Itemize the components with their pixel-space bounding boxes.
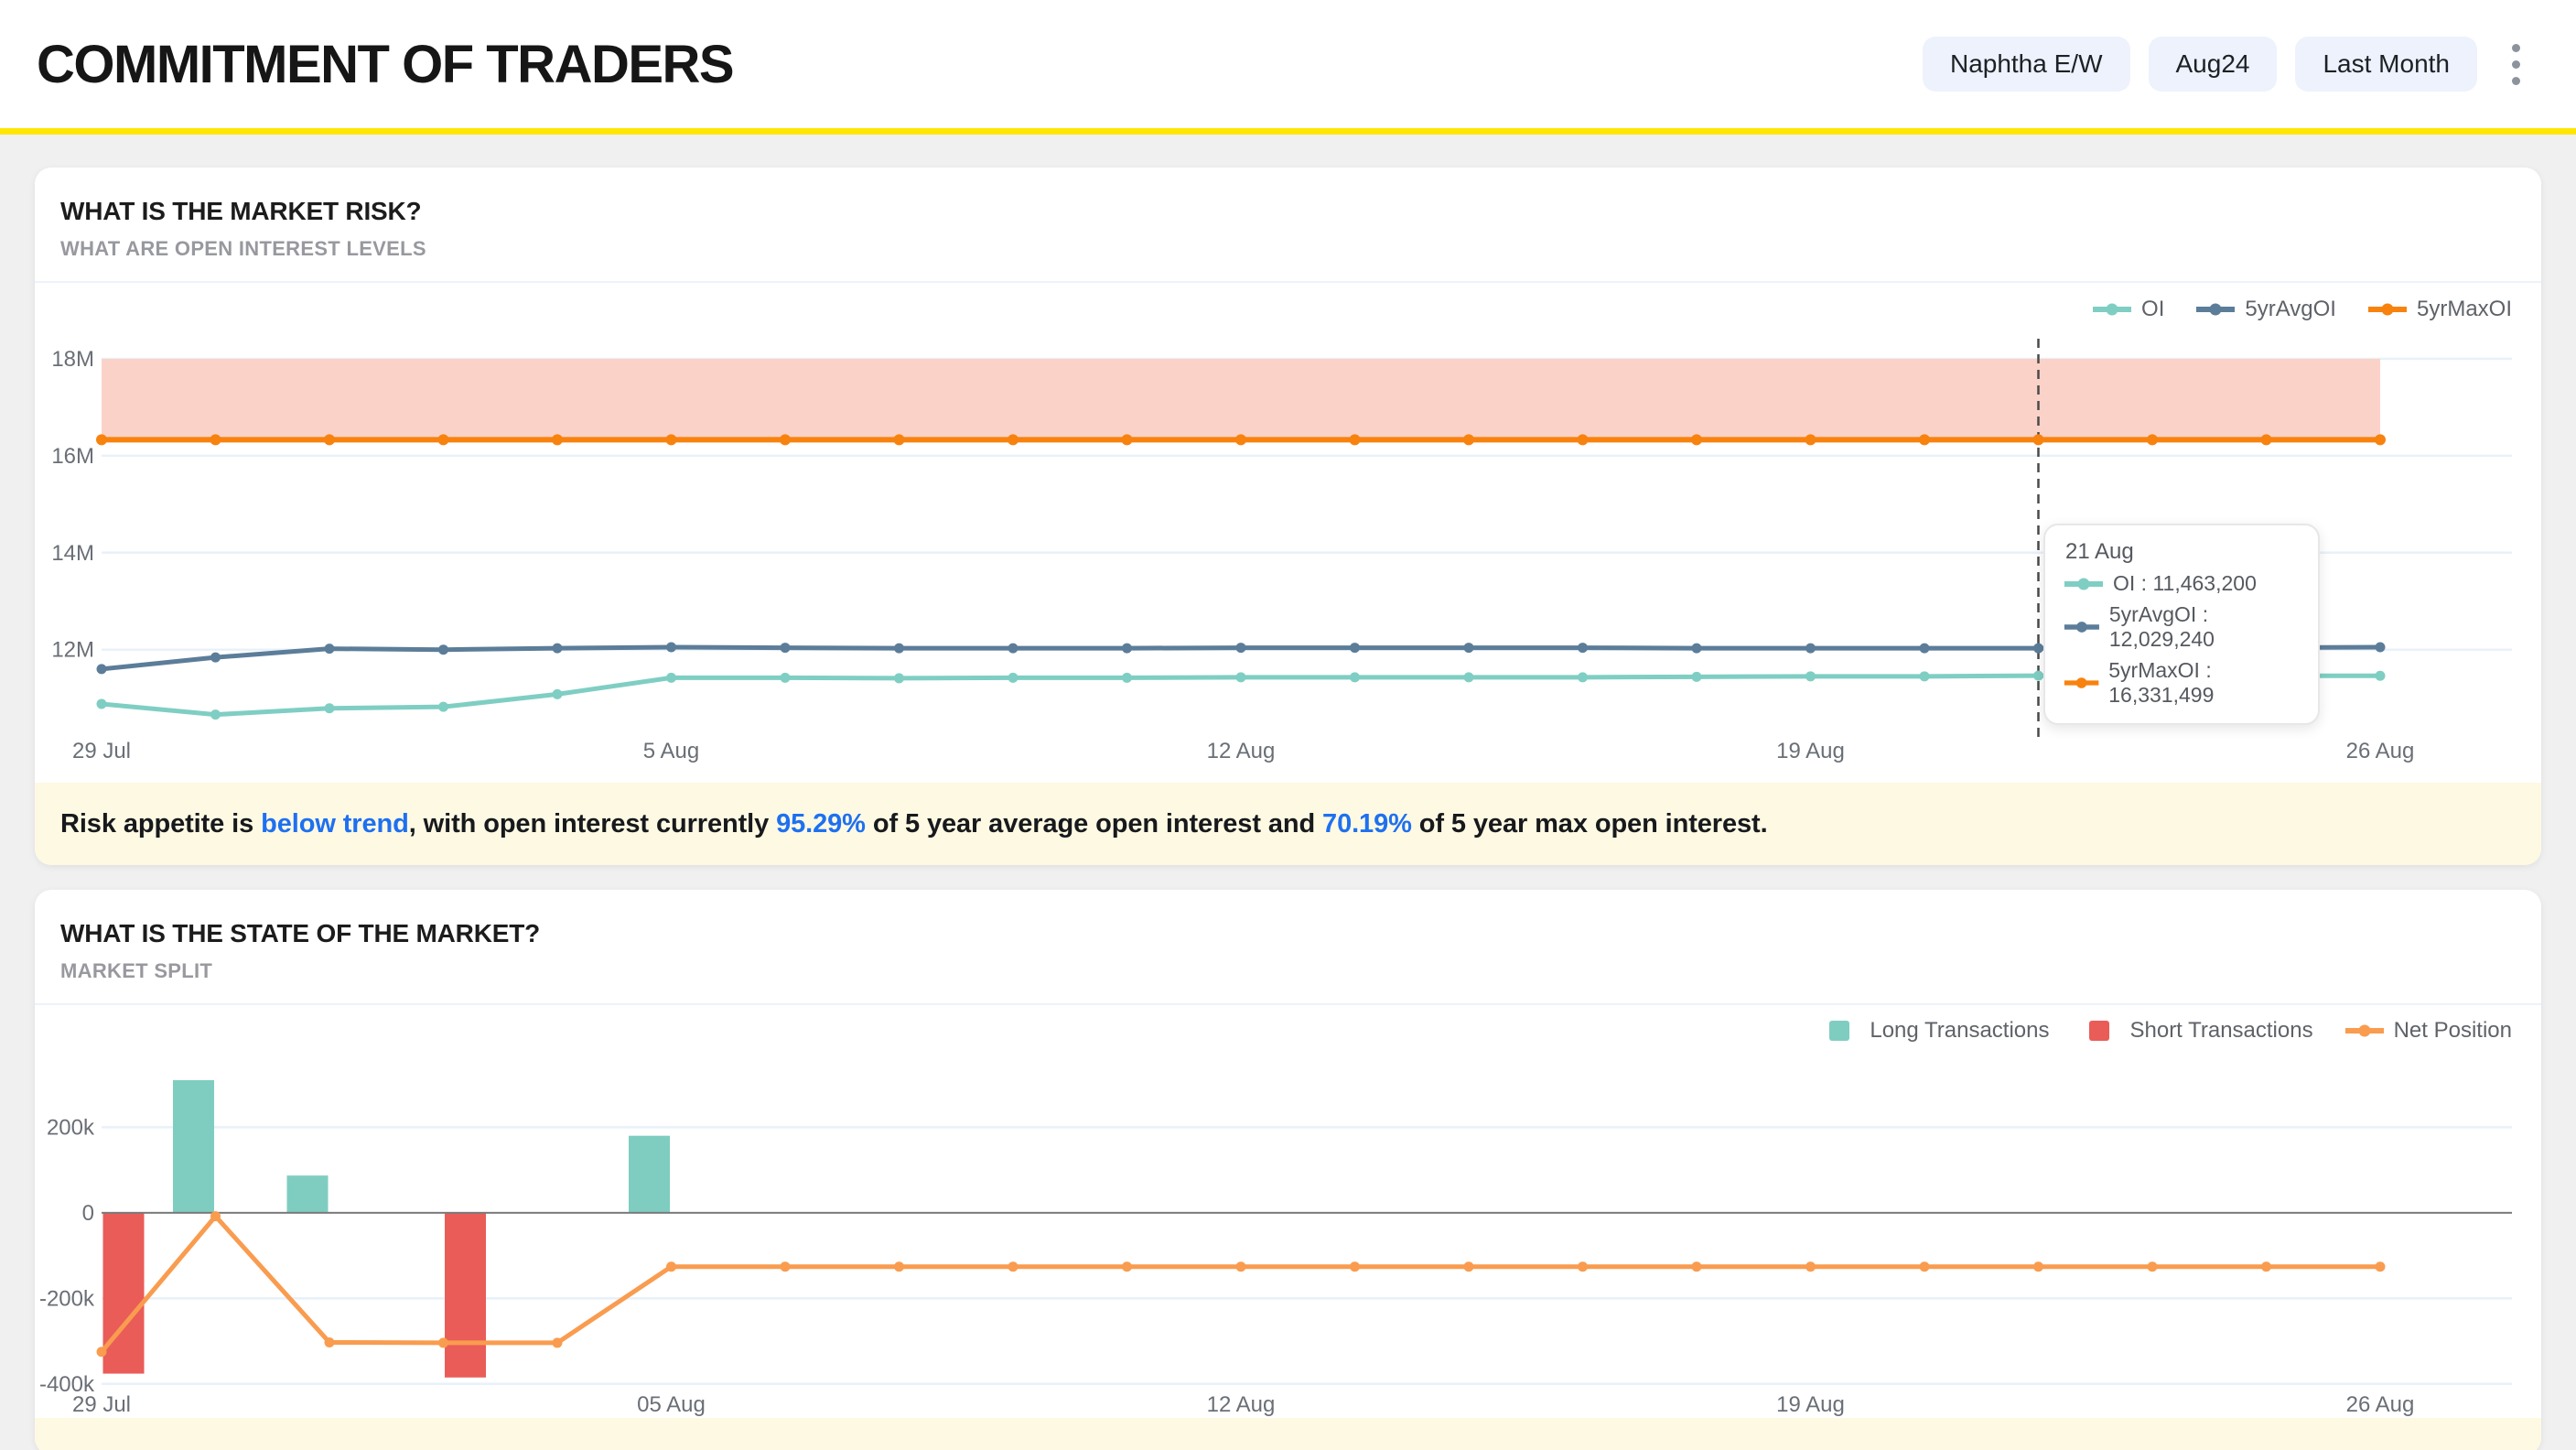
split-legend-item-2[interactable]: Net Position: [2344, 1018, 2512, 1044]
insight-text: of 5 year average open interest and: [865, 808, 1323, 839]
brand-accent-rule: [0, 128, 2576, 135]
market-split-chart-area: Long Transactions Short Transactions Net P…: [35, 1003, 2541, 1418]
market-split-legend: Long Transactions Short Transactions Net P…: [35, 1005, 2541, 1056]
open-interest-legend: OI 5yrAvgOI 5yrMaxOI: [35, 283, 2541, 336]
market-risk-card-header: WHAT IS THE MARKET RISK? WHAT ARE OPEN I…: [35, 168, 2541, 281]
svg-text:5 Aug: 5 Aug: [643, 739, 699, 763]
market-split-bar-chart[interactable]: -400k -200k 0 200k 29 Jul 05 Aug 12 Aug 19 Aug 2…: [35, 1056, 2541, 1418]
insight-text: , with open interest currently: [408, 808, 777, 839]
svg-text:26 Aug: 26 Aug: [2346, 739, 2415, 763]
insight-text: of 5 year max open interest.: [1411, 808, 1768, 839]
insight-highlight: below trend: [261, 808, 409, 839]
header-controls: Naphtha E/W Aug24 Last Month: [1922, 36, 2536, 92]
svg-text:200k: 200k: [47, 1115, 95, 1140]
svg-text:0: 0: [82, 1201, 94, 1226]
svg-text:12 Aug: 12 Aug: [1207, 1392, 1276, 1417]
svg-text:-200k: -200k: [39, 1286, 95, 1311]
card-subtitle: MARKET SPLIT: [60, 959, 213, 982]
chart-tooltip: 21 Aug OI : 11,463,200 5yrAvgOI : 12,029,…: [2043, 524, 2320, 725]
tooltip-rows: OI : 11,463,200 5yrAvgOI : 12,029,240 5yrM…: [2064, 571, 2300, 708]
legend-label: Short Transactions: [2129, 1018, 2313, 1043]
open-interest-line-chart[interactable]: 12M 14M 16M 18M 29 Jul 5 Aug 12 Aug 19 Aug 26 Au…: [35, 336, 2541, 783]
card-title: WHAT IS THE MARKET RISK?: [60, 197, 422, 225]
svg-text:12 Aug: 12 Aug: [1207, 739, 1276, 763]
page-title: COMMITMENT OF TRADERS: [37, 34, 735, 94]
split-legend-item-0[interactable]: Long Transactions: [1820, 1018, 2049, 1044]
risk-insight-bar: Risk appetite is below trend, with open …: [35, 783, 2541, 865]
svg-text:16M: 16M: [51, 444, 94, 469]
split-legend-item-1[interactable]: Short Transactions: [2080, 1018, 2313, 1044]
open-interest-chart-area: OI 5yrAvgOI 5yrMaxOI 12M 14M 16M 18M 29 Jul 5 A…: [35, 281, 2541, 783]
insight-highlight: 95.29%: [776, 808, 866, 839]
tooltip-date: 21 Aug: [2065, 539, 2134, 564]
main-content: WHAT IS THE MARKET RISK? WHAT ARE OPEN I…: [0, 135, 2576, 1450]
svg-text:19 Aug: 19 Aug: [1776, 1392, 1845, 1417]
tooltip-row: 5yrMaxOI : 16,331,499: [2064, 658, 2300, 708]
filter-button-0[interactable]: Naphtha E/W: [1922, 37, 2130, 92]
card-subtitle: WHAT ARE OPEN INTEREST LEVELS: [60, 237, 426, 260]
legend-label: OI: [2141, 297, 2165, 321]
legend-label: Net Position: [2393, 1018, 2512, 1043]
svg-text:19 Aug: 19 Aug: [1776, 739, 1845, 763]
market-state-card-header: WHAT IS THE STATE OF THE MARKET? MARKET …: [35, 890, 2541, 1003]
oi-legend-item-0[interactable]: OI: [2092, 297, 2164, 322]
legend-label: 5yrMaxOI: [2416, 297, 2512, 321]
kebab-menu-icon[interactable]: [2495, 36, 2536, 92]
svg-text:26 Aug: 26 Aug: [2346, 1392, 2415, 1417]
tooltip-row: OI : 11,463,200: [2064, 571, 2300, 596]
svg-text:12M: 12M: [51, 638, 94, 663]
legend-label: Long Transactions: [1870, 1018, 2050, 1043]
svg-text:29 Jul: 29 Jul: [72, 1392, 131, 1417]
svg-text:05 Aug: 05 Aug: [637, 1392, 706, 1417]
filter-button-1[interactable]: Aug24: [2148, 37, 2278, 92]
market-state-card: WHAT IS THE STATE OF THE MARKET? MARKET …: [35, 890, 2541, 1450]
legend-label: 5yrAvgOI: [2245, 297, 2336, 321]
oi-legend-item-2[interactable]: 5yrMaxOI: [2367, 297, 2512, 322]
insight-highlight: 70.19%: [1322, 808, 1412, 839]
tooltip-row: 5yrAvgOI : 12,029,240: [2064, 602, 2300, 652]
market-state-insight-bar: [35, 1418, 2541, 1450]
market-risk-card: WHAT IS THE MARKET RISK? WHAT ARE OPEN I…: [35, 168, 2541, 865]
filter-buttons: Naphtha E/W Aug24 Last Month: [1922, 37, 2477, 92]
top-bar: COMMITMENT OF TRADERS Naphtha E/W Aug24 La…: [0, 0, 2576, 128]
card-title: WHAT IS THE STATE OF THE MARKET?: [60, 919, 541, 947]
svg-text:18M: 18M: [51, 347, 94, 372]
oi-legend-item-1[interactable]: 5yrAvgOI: [2195, 297, 2336, 322]
filter-button-2[interactable]: Last Month: [2295, 37, 2477, 92]
svg-text:29 Jul: 29 Jul: [72, 739, 131, 763]
svg-text:14M: 14M: [51, 541, 94, 566]
svg-text:-400k: -400k: [39, 1372, 95, 1397]
insight-text: Risk appetite is: [60, 808, 262, 839]
